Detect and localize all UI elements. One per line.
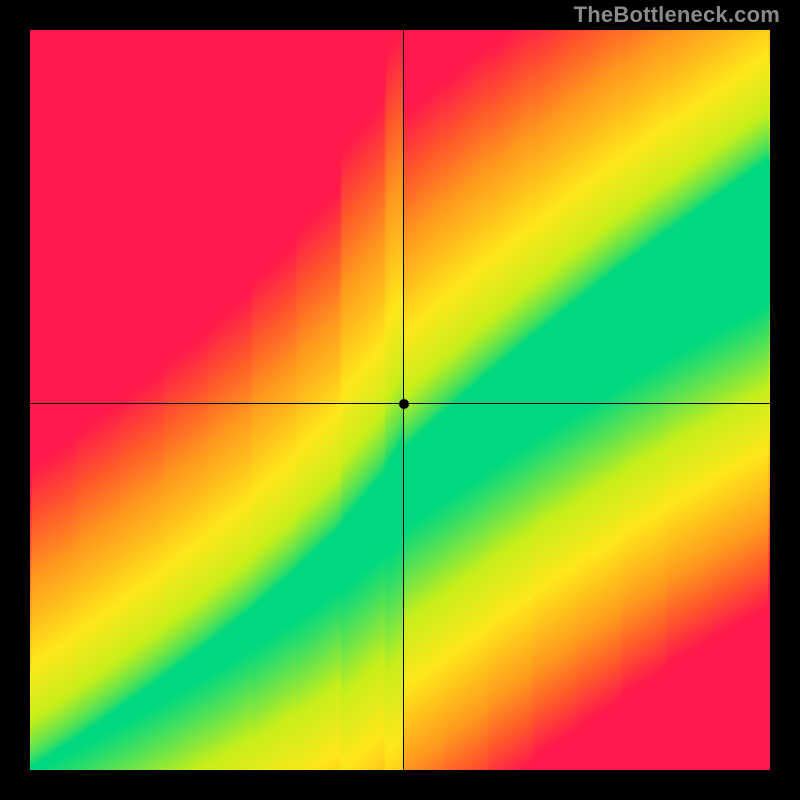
chart-root: TheBottleneck.com <box>0 0 800 800</box>
watermark-text: TheBottleneck.com <box>574 2 780 28</box>
crosshair-dot <box>399 399 409 409</box>
heatmap-plot <box>30 30 770 770</box>
